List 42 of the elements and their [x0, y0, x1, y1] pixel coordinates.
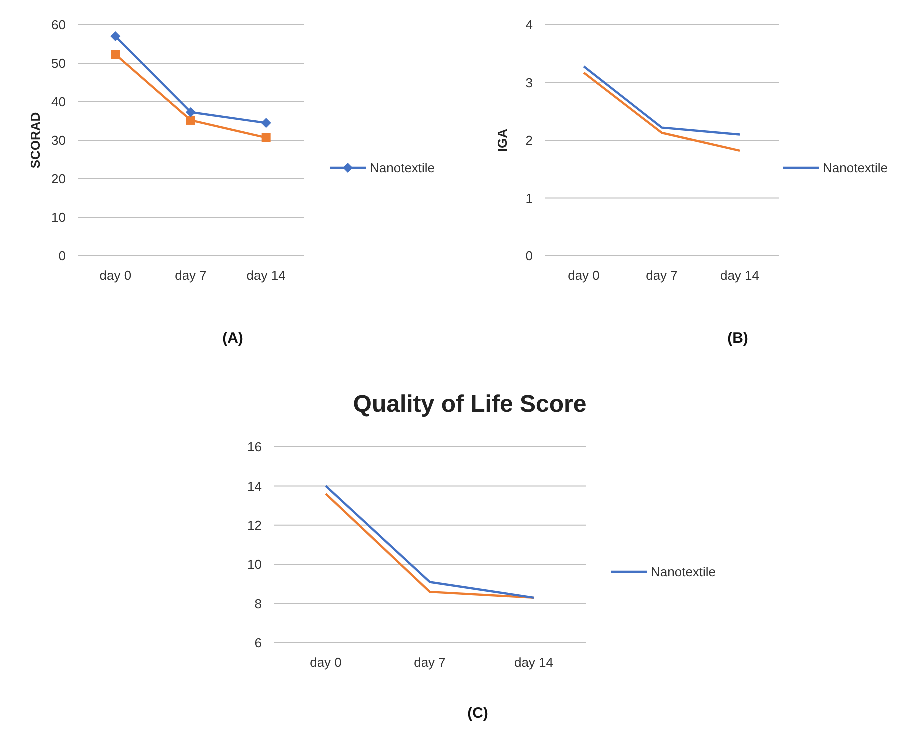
point — [262, 133, 271, 142]
y-axis-title: SCORAD — [28, 112, 43, 169]
legend-label: Nanotextile — [370, 160, 436, 176]
y-tick-label: 3 — [526, 75, 533, 90]
point — [261, 118, 272, 128]
y-tick-label: 1 — [526, 190, 533, 206]
x-tick-label: day 14 — [246, 268, 286, 283]
point — [111, 50, 120, 60]
legend-label: Nanotextile — [651, 564, 716, 580]
y-tick-label: 8 — [254, 596, 262, 612]
y-tick-label: 30 — [52, 133, 66, 148]
x-tick-label: day 0 — [310, 655, 342, 670]
point — [186, 116, 196, 125]
chart-title: Quality of Life Score — [353, 391, 587, 418]
y-tick-label: 0 — [526, 248, 533, 264]
y-tick-label: 20 — [52, 172, 66, 187]
legend-label: Nanotextile — [823, 160, 888, 176]
y-tick-label: 40 — [52, 94, 66, 110]
y-tick-label: 6 — [254, 636, 262, 651]
y-tick-label: 0 — [58, 248, 66, 264]
text: (B) — [728, 330, 748, 347]
y-tick-label: 10 — [52, 210, 66, 226]
x-tick-label: day 0 — [568, 268, 600, 283]
point — [186, 107, 196, 118]
y-tick-label: 4 — [526, 18, 533, 33]
y-tick-label: 2 — [526, 133, 533, 148]
x-tick-label: day 7 — [646, 268, 678, 283]
y-tick-label: 14 — [248, 478, 262, 494]
x-tick-label: day 14 — [720, 268, 760, 283]
y-tick-label: 10 — [248, 557, 262, 572]
y-tick-label: 50 — [52, 56, 66, 72]
y-tick-label: 60 — [52, 18, 66, 33]
y-tick-label: 12 — [248, 518, 262, 533]
point — [110, 32, 121, 42]
text: (A) — [222, 330, 244, 347]
x-tick-label: day 14 — [514, 655, 554, 670]
x-tick-label: day 7 — [175, 268, 207, 283]
x-tick-label: day 7 — [414, 655, 446, 670]
y-axis-title: IGA — [495, 128, 510, 152]
text: (C) — [468, 705, 488, 722]
x-tick-label: day 0 — [100, 268, 132, 283]
y-tick-label: 16 — [248, 440, 262, 455]
